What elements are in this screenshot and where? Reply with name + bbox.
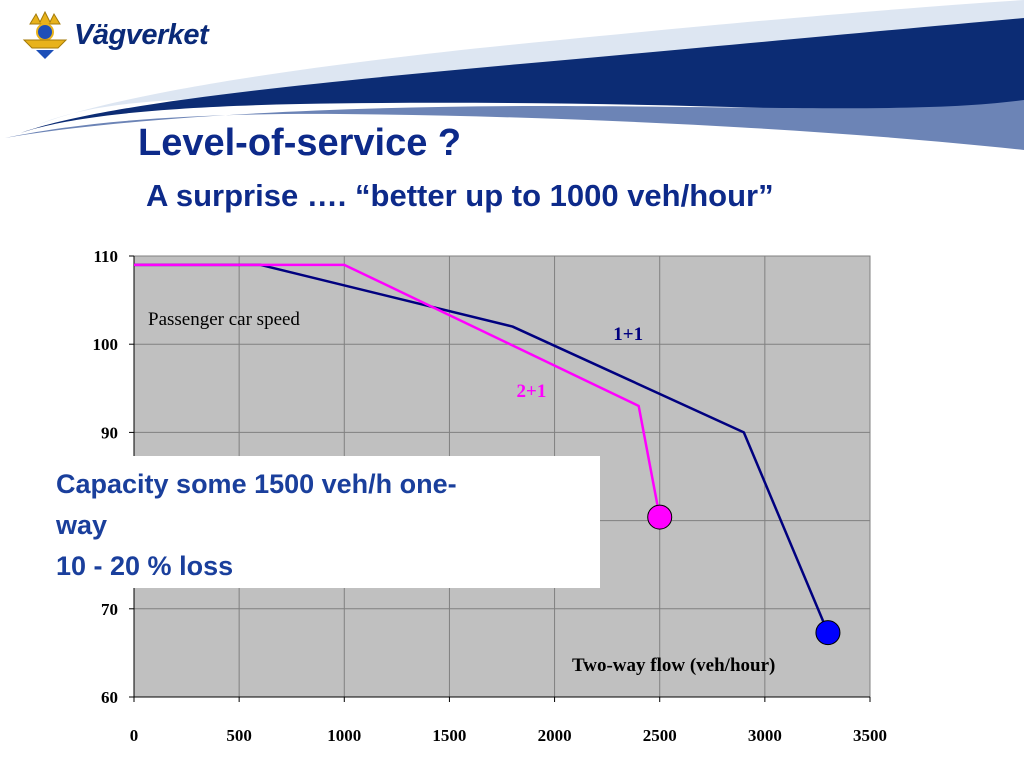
callout-line-2: way: [56, 510, 108, 540]
header-banner-swoosh: [5, 0, 1024, 150]
y-tick-label: 100: [93, 335, 119, 354]
x-tick-label: 2500: [643, 726, 677, 745]
x-tick-label: 0: [130, 726, 139, 745]
y-tick-label: 70: [101, 600, 118, 619]
x-tick-label: 1500: [432, 726, 466, 745]
series-label-1-plus-1: 1+1: [613, 324, 643, 345]
x-tick-label: 1000: [327, 726, 361, 745]
page-title: Level-of-service ?: [138, 122, 462, 164]
x-tick-label: 3000: [748, 726, 782, 745]
y-tick-label: 110: [93, 247, 118, 266]
x-tick-label: 500: [226, 726, 252, 745]
chart-annotation: Passenger car speed: [148, 309, 300, 330]
series-label-2-plus-1: 2+1: [517, 381, 547, 402]
capacity-callout: Capacity some 1500 veh/h one- way 10 - 2…: [44, 456, 600, 588]
x-tick-label: 2000: [538, 726, 572, 745]
capacity-marker-2-plus-1: [647, 504, 673, 530]
callout-line-3: 10 - 20 % loss: [56, 551, 234, 581]
x-tick-label: 3500: [853, 726, 887, 745]
logo-text: Vägverket: [74, 18, 209, 51]
axes: 0500100015002000250030003500607080901001…: [93, 247, 888, 745]
grid-lines: [134, 256, 870, 697]
series-layer: 1+1 2+1: [134, 263, 841, 646]
y-tick-label: 60: [101, 688, 118, 707]
series-line-2-plus-1: [134, 263, 661, 518]
y-tick-label: 90: [101, 423, 118, 442]
capacity-marker-1-plus-1: [815, 620, 841, 646]
x-axis-label: Two-way flow (veh/hour): [572, 655, 775, 676]
callout-line-1: Capacity some 1500 veh/h one-: [56, 469, 457, 499]
page-subtitle: A surprise …. “better up to 1000 veh/hou…: [146, 178, 774, 213]
crown-emblem-icon: [22, 10, 68, 59]
vagverket-logo: Vägverket: [22, 10, 209, 60]
